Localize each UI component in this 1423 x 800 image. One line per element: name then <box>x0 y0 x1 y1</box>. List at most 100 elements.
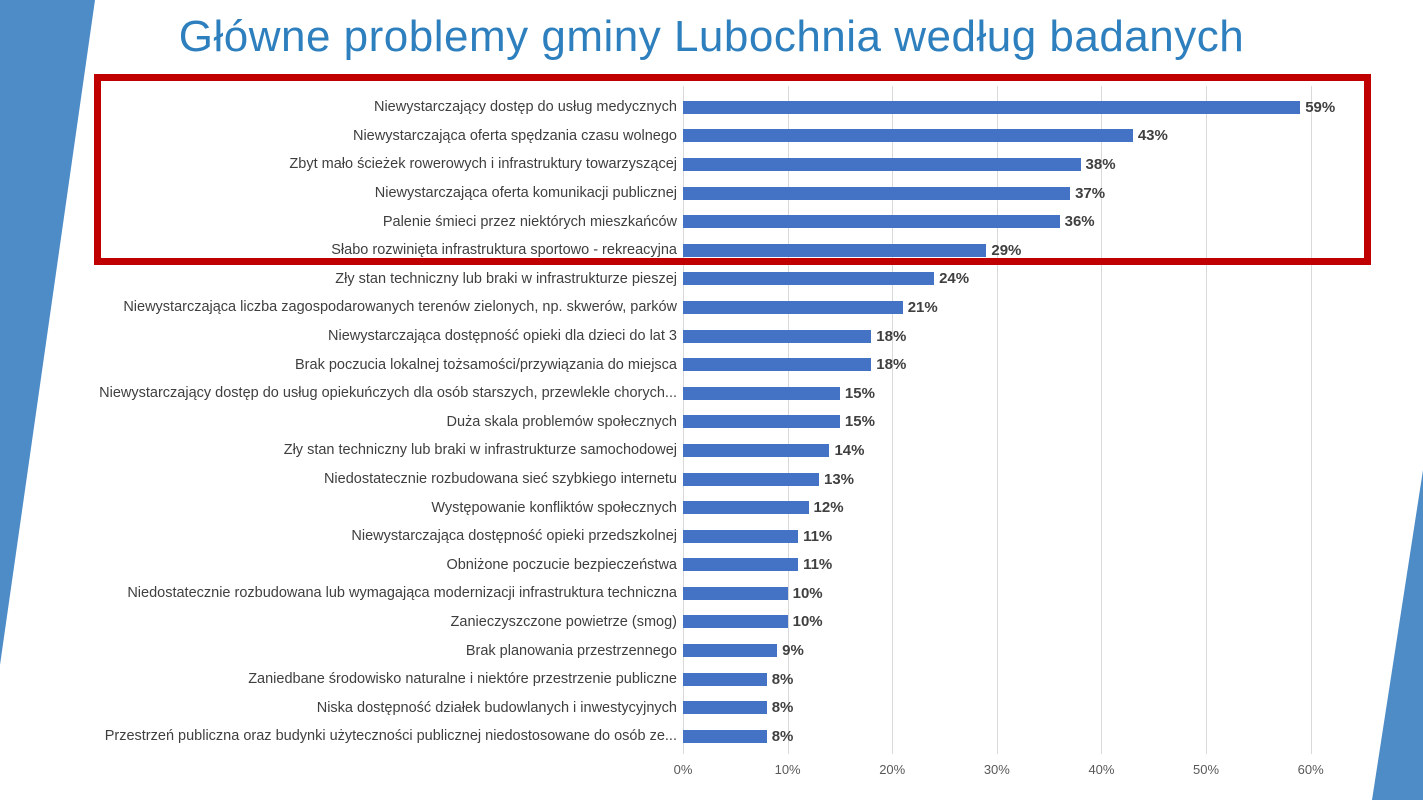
value-label: 9% <box>782 642 804 660</box>
bar-row: Zanieczyszczone powietrze (smog) 10% <box>0 608 1423 637</box>
category-label: Niewystarczająca dostępność opieki przed… <box>351 528 677 545</box>
bar-track: 10% <box>683 608 1363 637</box>
bar-row: Brak poczucia lokalnej tożsamości/przywi… <box>0 350 1423 379</box>
bar <box>683 243 987 257</box>
category-label: Niewystarczający dostęp do usług medyczn… <box>373 99 677 116</box>
category-label: Niewystarczająca oferta komunikacji publ… <box>374 185 677 202</box>
x-axis-tick-label: 30% <box>983 762 1010 777</box>
bar <box>683 186 1071 200</box>
bar-row: Zaniedbane środowisko naturalne i niektó… <box>0 665 1423 694</box>
bar <box>683 558 799 572</box>
category-label: Występowanie konfliktów społecznych <box>431 499 677 516</box>
bar-track: 36% <box>683 207 1363 236</box>
value-label: 29% <box>991 241 1022 259</box>
bar-track: 29% <box>683 236 1363 265</box>
x-axis-tick-label: 10% <box>774 762 801 777</box>
bar-track: 21% <box>683 293 1363 322</box>
value-label: 38% <box>1085 155 1116 173</box>
category-label: Niska dostępność działek budowlanych i i… <box>316 699 677 716</box>
category-label: Słabo rozwinięta infrastruktura sportowo… <box>331 242 677 259</box>
value-label: 36% <box>1064 213 1095 231</box>
bar-row: Niewystarczająca dostępność opieki przed… <box>0 522 1423 551</box>
bar-track: 8% <box>683 693 1363 722</box>
bar <box>683 501 809 515</box>
category-label: Duża skala problemów społecznych <box>446 413 678 430</box>
bar-row: Niewystarczający dostęp do usług medyczn… <box>0 93 1423 122</box>
value-label: 12% <box>813 499 844 517</box>
bar-row: Występowanie konfliktów społecznych 12% <box>0 493 1423 522</box>
bar <box>683 586 788 600</box>
bar-track: 8% <box>683 722 1363 751</box>
bar-row: Zły stan techniczny lub braki w infrastr… <box>0 436 1423 465</box>
value-label: 10% <box>792 613 823 631</box>
bar-row: Niedostatecznie rozbudowana lub wymagają… <box>0 579 1423 608</box>
bar-row: Przestrzeń publiczna oraz budynki użytec… <box>0 722 1423 751</box>
value-label: 18% <box>876 327 907 345</box>
value-label: 13% <box>824 470 855 488</box>
value-label: 37% <box>1075 184 1106 202</box>
bar-row: Niewystarczająca oferta spędzania czasu … <box>0 122 1423 151</box>
bar-track: 11% <box>683 522 1363 551</box>
value-label: 15% <box>844 384 875 402</box>
bar-row: Obniżone poczucie bezpieczeństwa 11% <box>0 551 1423 580</box>
value-label: 14% <box>834 441 865 459</box>
x-axis: 0% 10% 20% 30% 40% 50% 60% <box>674 762 1363 782</box>
category-label: Niewystarczający dostęp do usług opiekuń… <box>99 385 677 402</box>
bar-row: Słabo rozwinięta infrastruktura sportowo… <box>0 236 1423 265</box>
category-label: Brak poczucia lokalnej tożsamości/przywi… <box>295 356 677 373</box>
bar <box>683 443 830 457</box>
value-label: 24% <box>939 270 970 288</box>
bar-track: 15% <box>683 379 1363 408</box>
bar <box>683 129 1133 143</box>
category-label: Zanieczyszczone powietrze (smog) <box>450 613 677 630</box>
bar-track: 12% <box>683 493 1363 522</box>
bar <box>683 100 1301 114</box>
category-label: Niedostatecznie rozbudowana sieć szybkie… <box>323 471 677 488</box>
value-label: 43% <box>1137 127 1168 145</box>
bar <box>683 529 799 543</box>
bar-row: Palenie śmieci przez niektórych mieszkań… <box>0 207 1423 236</box>
bar-track: 9% <box>683 636 1363 665</box>
x-axis-tick-label: 40% <box>1088 762 1115 777</box>
value-label: 8% <box>771 727 794 745</box>
bar-track: 38% <box>683 150 1363 179</box>
bar-track: 13% <box>683 465 1363 494</box>
bar-track: 14% <box>683 436 1363 465</box>
bar-row: Brak planowania przestrzennego 9% <box>0 636 1423 665</box>
value-label: 59% <box>1305 98 1336 116</box>
bar-track: 24% <box>683 265 1363 294</box>
bar <box>683 215 1060 229</box>
bar-track: 8% <box>683 665 1363 694</box>
bar-row: Niska dostępność działek budowlanych i i… <box>0 693 1423 722</box>
category-label: Zły stan techniczny lub braki w infrastr… <box>335 270 677 287</box>
category-label: Niewystarczająca liczba zagospodarowanyc… <box>123 299 677 316</box>
bar-row: Niedostatecznie rozbudowana sieć szybkie… <box>0 465 1423 494</box>
bar-row: Niewystarczająca oferta komunikacji publ… <box>0 179 1423 208</box>
bar-track: 18% <box>683 350 1363 379</box>
bar <box>683 329 872 343</box>
value-label: 8% <box>771 670 794 688</box>
x-axis-tick-label: 20% <box>879 762 906 777</box>
bar <box>683 272 935 286</box>
bar <box>683 672 767 686</box>
bar-rows: Niewystarczający dostęp do usług medyczn… <box>0 93 1423 751</box>
gridline <box>1206 86 1208 754</box>
gridline <box>1101 86 1103 754</box>
value-label: 8% <box>771 699 794 717</box>
bar-row: Duża skala problemów społecznych 15% <box>0 408 1423 437</box>
category-label: Palenie śmieci przez niektórych mieszkań… <box>382 213 677 230</box>
x-axis-tick-label: 0% <box>673 762 693 777</box>
bar-track: 11% <box>683 551 1363 580</box>
bar-track: 43% <box>683 122 1363 151</box>
gridline <box>996 86 998 754</box>
bar <box>683 644 778 658</box>
category-label: Zły stan techniczny lub braki w infrastr… <box>283 442 677 459</box>
bar <box>683 729 767 743</box>
bar-track: 37% <box>683 179 1363 208</box>
bar <box>683 415 840 429</box>
bar <box>683 386 840 400</box>
bar-track: 15% <box>683 408 1363 437</box>
x-axis-tick-label: 60% <box>1297 762 1324 777</box>
bar-track: 18% <box>683 322 1363 351</box>
